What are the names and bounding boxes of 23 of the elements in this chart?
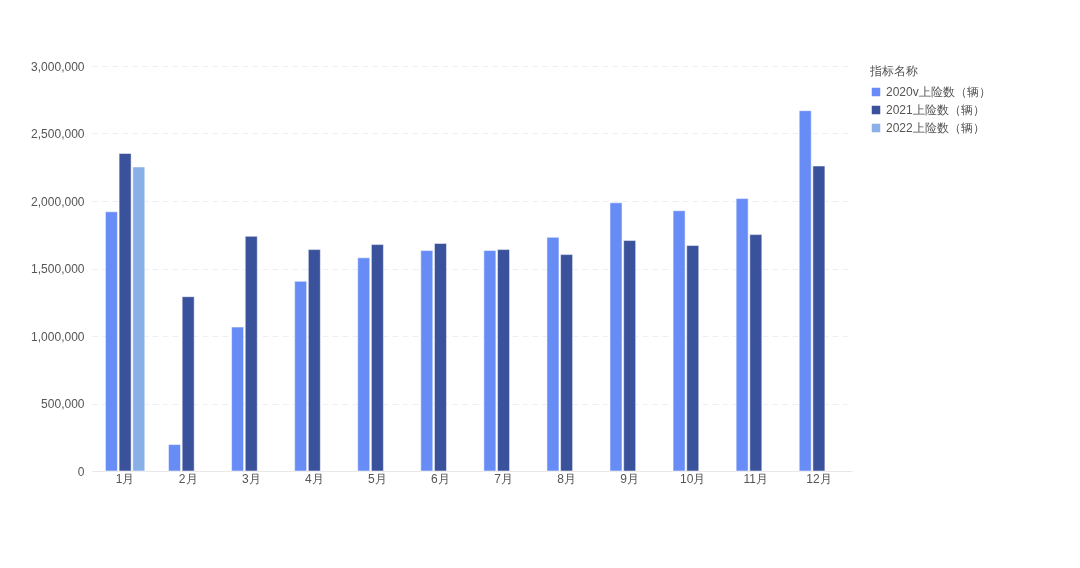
x-tick-label: 12月 [806, 471, 832, 486]
x-tick-label: 2月 [178, 471, 198, 486]
y-tick-label: 1,500,000 [31, 262, 85, 276]
y-tick-label: 500,000 [41, 397, 85, 411]
legend-label: 2022上险数（辆） [886, 121, 985, 135]
x-tick-label: 6月 [431, 471, 450, 486]
y-tick-label: 0 [77, 464, 85, 479]
x-tick-label: 11月 [743, 471, 769, 486]
y-tick-label: 3,000,000 [31, 59, 85, 74]
y-tick-label: 2,000,000 [31, 194, 85, 209]
x-tick-label: 10月 [680, 471, 706, 486]
x-tick-label: 4月 [304, 471, 324, 486]
x-tick-label: 7月 [494, 471, 513, 486]
y-tick-label: 1,000,000 [31, 329, 85, 344]
y-tick-label: 2,500,000 [31, 127, 85, 141]
x-tick-label: 3月 [241, 471, 261, 486]
legend-label: 2021上险数（辆） [886, 103, 985, 117]
x-tick-label: 8月 [557, 471, 576, 486]
legend-title: 指标名称 [869, 64, 918, 78]
legend-label: 2020v上险数（辆） [886, 85, 991, 99]
x-tick-label: 9月 [620, 471, 640, 486]
x-tick-label: 5月 [368, 471, 387, 486]
x-tick-label: 1月 [115, 471, 135, 486]
